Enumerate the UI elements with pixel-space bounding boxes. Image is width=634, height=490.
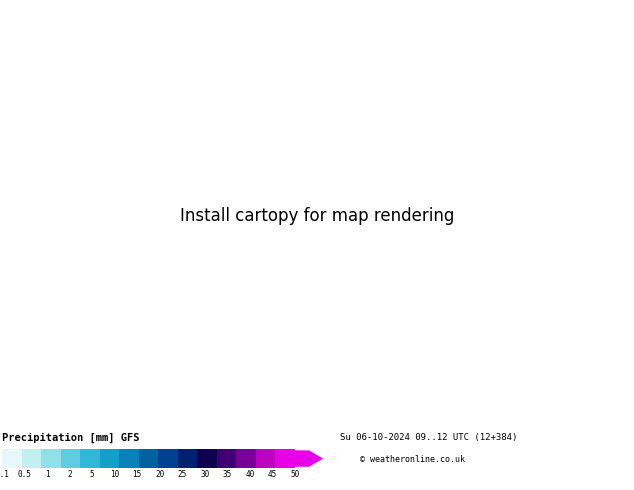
Text: 15: 15: [133, 470, 142, 479]
Bar: [22, 449, 41, 467]
Bar: [275, 449, 295, 467]
FancyArrow shape: [295, 450, 323, 467]
Text: © weatheronline.co.uk: © weatheronline.co.uk: [360, 455, 465, 464]
Text: 10: 10: [110, 470, 119, 479]
Text: Install cartopy for map rendering: Install cartopy for map rendering: [180, 207, 454, 224]
Bar: [119, 449, 139, 467]
Bar: [217, 449, 236, 467]
Bar: [61, 449, 80, 467]
Bar: [178, 449, 197, 467]
Text: Su 06-10-2024 09..12 UTC (12+384): Su 06-10-2024 09..12 UTC (12+384): [340, 433, 517, 442]
Text: 0.5: 0.5: [18, 470, 32, 479]
Text: 50: 50: [290, 470, 300, 479]
Bar: [236, 449, 256, 467]
Text: 2: 2: [67, 470, 72, 479]
Bar: [197, 449, 217, 467]
Bar: [139, 449, 158, 467]
Bar: [100, 449, 119, 467]
Text: Precipitation [mm] GFS: Precipitation [mm] GFS: [2, 433, 139, 443]
Text: 1: 1: [45, 470, 49, 479]
Text: 25: 25: [178, 470, 187, 479]
Text: 30: 30: [200, 470, 209, 479]
Bar: [2, 449, 22, 467]
Bar: [80, 449, 100, 467]
Bar: [41, 449, 61, 467]
Bar: [158, 449, 178, 467]
Text: 40: 40: [245, 470, 254, 479]
Bar: [256, 449, 275, 467]
Text: 0.1: 0.1: [0, 470, 9, 479]
Text: 20: 20: [155, 470, 164, 479]
Text: 5: 5: [90, 470, 94, 479]
Text: 35: 35: [223, 470, 232, 479]
Text: 45: 45: [268, 470, 277, 479]
